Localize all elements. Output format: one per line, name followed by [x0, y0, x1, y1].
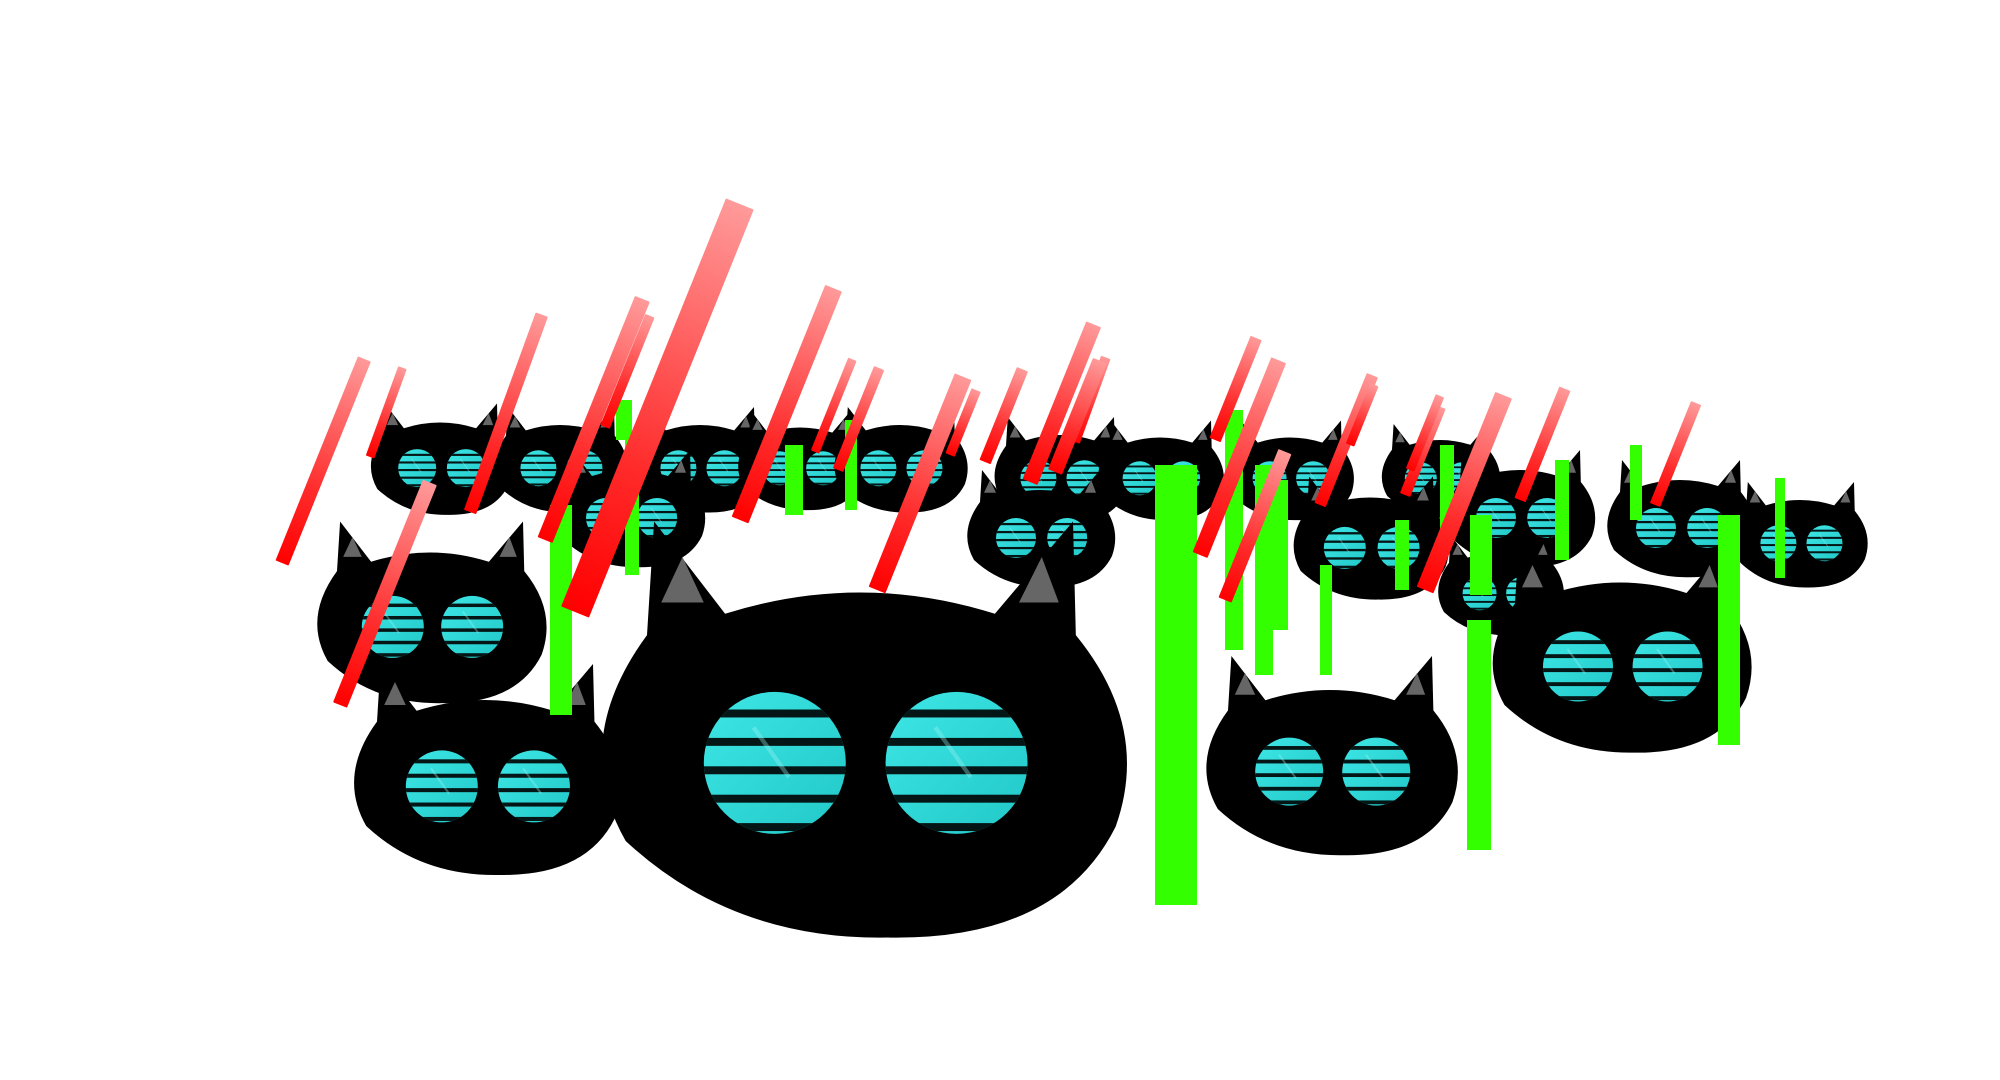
striped-eye-icon — [1806, 525, 1843, 562]
red-streak-icon — [731, 285, 842, 524]
striped-eye-icon — [1255, 737, 1324, 806]
cat-head-icon[interactable] — [1293, 476, 1449, 600]
cat-layer — [317, 403, 1868, 938]
red-streak-icon — [1218, 449, 1292, 603]
striped-eye-icon — [1636, 508, 1676, 548]
red-streak-icon — [868, 373, 972, 594]
green-bar-icon — [1155, 465, 1197, 905]
red-streak-icon — [1048, 358, 1107, 475]
red-streak-icon — [333, 479, 437, 708]
green-bar-icon — [550, 505, 572, 715]
green-bar-icon — [616, 400, 632, 440]
green-bar-icon — [1470, 515, 1492, 595]
green-bar-icon — [1272, 480, 1288, 630]
red-streak-icon — [1406, 394, 1444, 472]
red-streak-icon — [1022, 321, 1101, 485]
striped-eye-icon — [398, 449, 437, 488]
striped-eye-icon — [520, 450, 557, 487]
red-streak-icon — [833, 366, 885, 472]
red-streak-icon — [1209, 336, 1262, 442]
green-bar-icon — [1467, 620, 1491, 850]
striped-eye-icon — [405, 750, 478, 823]
striped-eye-icon — [1543, 631, 1613, 702]
cat-head-icon[interactable] — [601, 521, 1127, 938]
striped-eye-icon — [1342, 737, 1411, 806]
red-streak-icon — [1192, 357, 1286, 558]
green-bar-icon — [785, 445, 803, 515]
striped-eye-icon — [1323, 526, 1366, 569]
striped-eye-icon — [1632, 631, 1703, 702]
red-streak-icon — [600, 314, 655, 429]
cat-head-icon[interactable] — [317, 521, 547, 704]
red-streak-icon — [537, 296, 650, 543]
red-streak-icon — [945, 388, 981, 457]
cat-head-icon[interactable] — [1492, 547, 1752, 753]
striped-eye-icon — [497, 750, 570, 823]
striped-eye-icon — [1122, 461, 1157, 496]
cat-head-icon[interactable] — [1734, 482, 1868, 588]
red-streak-icon — [1400, 405, 1446, 497]
green-bar-icon — [1555, 460, 1569, 560]
striped-eye-icon — [1687, 508, 1728, 548]
red-streak-icon — [979, 367, 1028, 464]
green-bar-icon — [1718, 515, 1740, 745]
red-streak-icon — [561, 198, 754, 618]
red-streak-icon — [1416, 392, 1512, 594]
cat-head-icon[interactable] — [354, 664, 621, 875]
striped-eye-icon — [706, 450, 743, 487]
red-streak-icon — [1650, 401, 1702, 507]
red-streak-icon — [275, 356, 371, 566]
striped-eye-icon — [885, 691, 1028, 834]
striped-eye-icon — [996, 518, 1036, 558]
green-bar-icon — [1630, 445, 1642, 520]
red-streak-icon — [811, 357, 857, 454]
striped-eye-icon — [860, 450, 897, 487]
red-streak-icon — [464, 312, 548, 514]
cat-head-icon[interactable] — [1206, 656, 1458, 856]
red-streak-icon — [1346, 383, 1379, 447]
green-bar-icon — [1775, 478, 1785, 578]
striped-eye-icon — [703, 691, 846, 834]
striped-eye-icon — [446, 449, 485, 488]
projectile-layer — [275, 198, 1785, 905]
green-bar-icon — [1320, 565, 1332, 675]
striped-eye-icon — [806, 451, 841, 486]
striped-eye-icon — [441, 595, 504, 658]
red-streak-icon — [1514, 386, 1571, 502]
green-bar-icon — [1395, 520, 1409, 590]
red-streak-icon — [366, 366, 407, 459]
